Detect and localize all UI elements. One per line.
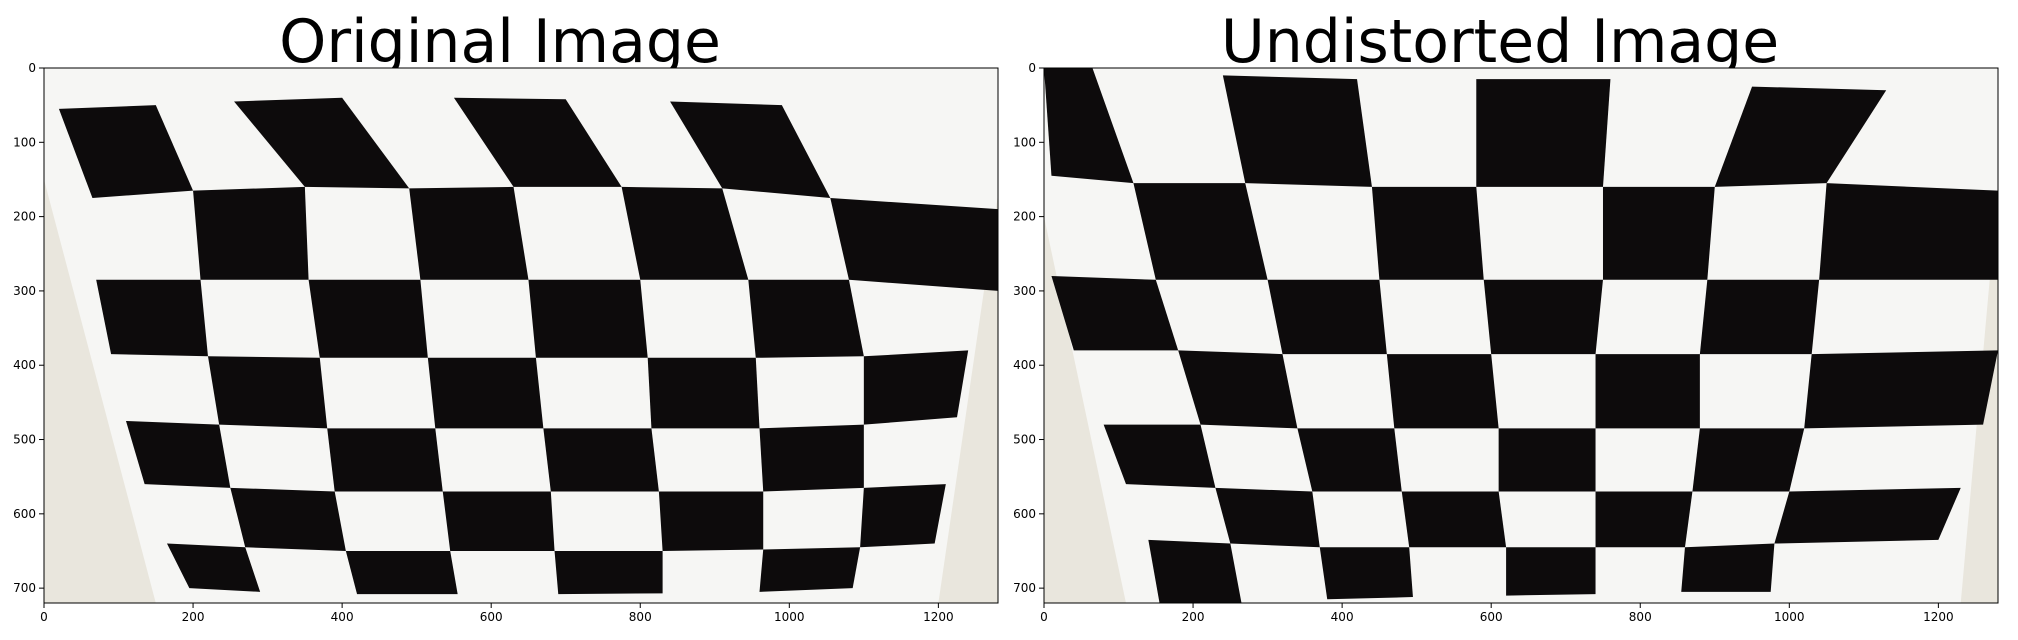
original-image-plot: 0 200 400 600 800 1000 1200 0 100 200 300 400 500 600… — [13, 61, 999, 624]
checker-square — [759, 424, 864, 492]
original-image-panel: Original Image 0 200 400 600 800 1000 1200 0 100… — [0, 0, 1000, 640]
y-tick-label: 600 — [1013, 507, 1036, 521]
checker-square — [1386, 354, 1499, 429]
checker-square — [453, 97, 622, 187]
checker-square — [1483, 279, 1603, 355]
checker-square — [1692, 428, 1805, 492]
y-tick-label: 200 — [1013, 210, 1036, 224]
y-tick-label: 500 — [1013, 433, 1036, 447]
x-tick-label: 0 — [1040, 610, 1048, 624]
chessboard-photo — [1044, 68, 1998, 603]
x-tick-label: 1200 — [923, 610, 954, 624]
checker-square — [96, 279, 208, 357]
checker-square — [125, 420, 231, 488]
checker-square — [1819, 183, 1998, 280]
checker-square — [863, 350, 969, 425]
undistorted-image-plot: 0 200 400 600 800 1000 1200 0 100 200 300 400 500 600… — [1013, 61, 1999, 624]
checker-square — [748, 279, 864, 358]
checker-square — [759, 547, 861, 592]
checker-square — [528, 279, 648, 358]
y-tick-label: 300 — [1013, 284, 1036, 298]
x-tick-label: 400 — [331, 610, 354, 624]
checker-square — [543, 428, 659, 492]
y-tick-label: 100 — [1013, 135, 1036, 149]
checker-square — [193, 186, 309, 280]
checker-square — [830, 198, 998, 291]
x-tick-label: 600 — [480, 610, 503, 624]
x-tick-label: 600 — [1480, 610, 1503, 624]
checker-square — [647, 357, 760, 429]
checker-square — [1297, 428, 1402, 492]
y-tick-label: 500 — [13, 433, 36, 447]
checker-square — [554, 550, 663, 595]
checker-square — [1215, 487, 1320, 548]
x-tick-label: 1000 — [774, 610, 805, 624]
x-tick-label: 1000 — [1774, 610, 1805, 624]
checker-square — [234, 97, 410, 189]
x-tick-label: 0 — [40, 610, 48, 624]
checker-square — [1051, 276, 1179, 351]
y-tick-label: 0 — [1028, 61, 1036, 75]
checker-square — [1595, 354, 1700, 429]
axes-frame — [1043, 67, 1999, 604]
undistorted-image-title: Undistorted Image — [1220, 7, 1780, 77]
y-tick-label: 700 — [1013, 581, 1036, 595]
checker-square — [442, 491, 555, 551]
checker-square — [1602, 186, 1715, 280]
x-tick-label: 200 — [1182, 610, 1205, 624]
y-tick-label: 400 — [1013, 358, 1036, 372]
checker-square — [409, 186, 529, 280]
y-tick-label: 600 — [13, 507, 36, 521]
checker-square — [1714, 86, 1887, 187]
y-tick-label: 200 — [13, 210, 36, 224]
y-tick-label: 100 — [13, 135, 36, 149]
checker-square — [658, 491, 764, 551]
checker-square — [1178, 350, 1298, 429]
checker-square — [207, 356, 328, 429]
checker-square — [1506, 547, 1596, 596]
checker-square — [1699, 279, 1820, 355]
checker-square — [1774, 487, 1961, 544]
axes-frame — [43, 67, 999, 604]
checker-square — [1222, 75, 1372, 187]
checker-square — [1595, 491, 1693, 548]
checker-square — [1401, 491, 1507, 548]
checker-square — [621, 186, 749, 280]
checker-square — [230, 487, 346, 551]
checker-square — [860, 484, 946, 548]
checker-square — [1103, 424, 1216, 488]
original-image-title: Original Image — [279, 7, 721, 77]
x-tick-label: 800 — [1629, 610, 1652, 624]
checker-square — [670, 101, 831, 199]
checker-square — [427, 357, 544, 429]
checker-square — [1498, 428, 1596, 492]
checker-square — [327, 428, 443, 492]
checker-square — [1476, 79, 1611, 187]
checker-square — [1267, 279, 1387, 355]
checker-square — [1681, 543, 1775, 592]
y-tick-label: 0 — [28, 61, 36, 75]
checker-square — [58, 105, 194, 199]
checker-square — [1371, 186, 1484, 280]
checker-square — [308, 279, 428, 358]
checker-square — [1133, 183, 1268, 280]
x-tick-label: 800 — [629, 610, 652, 624]
y-tick-label: 400 — [13, 358, 36, 372]
checker-square — [1804, 350, 1998, 429]
checker-square — [166, 543, 261, 592]
checker-square — [1319, 547, 1413, 600]
y-tick-label: 700 — [13, 581, 36, 595]
checker-square — [345, 550, 458, 595]
checker-square — [1044, 68, 1134, 184]
x-tick-label: 400 — [1331, 610, 1354, 624]
undistorted-image-panel: Undistorted Image 0 200 400 600 800 1000 1200 0… — [1000, 0, 2000, 640]
checker-square — [1148, 539, 1242, 603]
x-tick-label: 1200 — [1923, 610, 1954, 624]
x-tick-label: 200 — [182, 610, 205, 624]
y-tick-label: 300 — [13, 284, 36, 298]
chessboard-photo — [44, 68, 998, 603]
